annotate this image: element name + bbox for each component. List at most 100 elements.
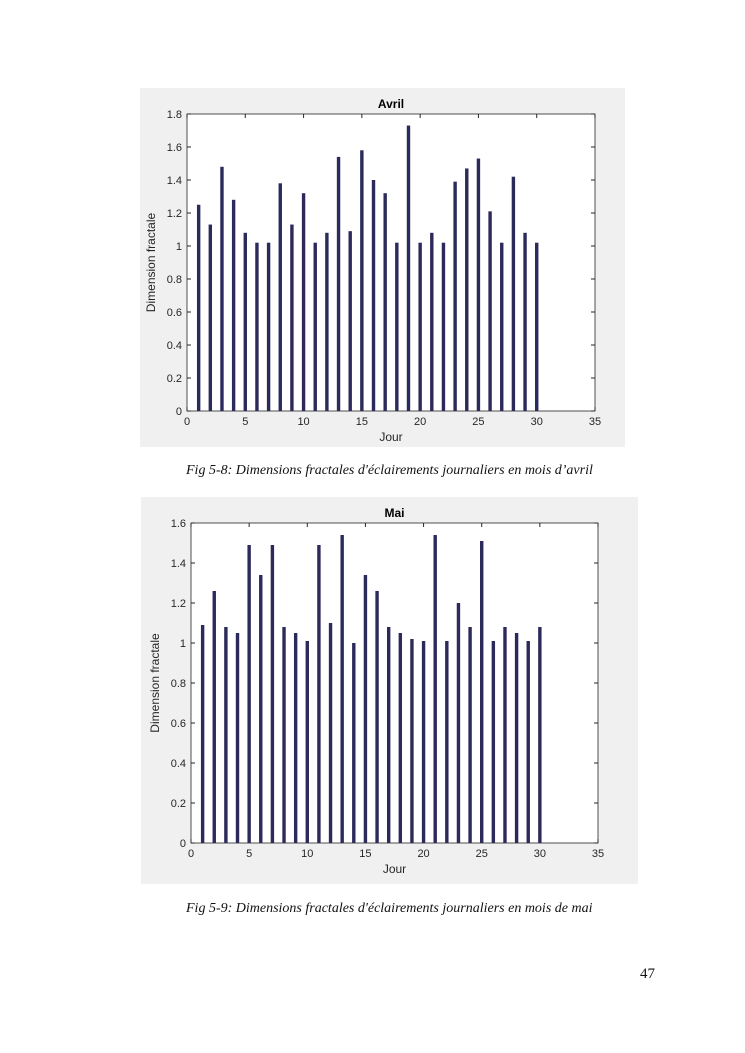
plot-area <box>186 113 596 412</box>
bar-day-4 <box>231 199 236 411</box>
y-tick-label: 1.6 <box>171 518 186 530</box>
bar-day-3 <box>224 627 228 843</box>
bar-day-29 <box>526 641 530 843</box>
bar-day-20 <box>421 641 426 843</box>
x-axis-label: Jour <box>379 430 402 444</box>
bar-day-12 <box>325 232 329 411</box>
bar-day-6 <box>255 242 259 411</box>
bar-day-16 <box>371 180 376 411</box>
bar-day-19 <box>406 125 411 412</box>
bar-day-30 <box>538 627 542 843</box>
chart-title: Mai <box>384 506 404 520</box>
x-tick-label: 35 <box>589 416 601 428</box>
y-tick-label: 0.6 <box>167 307 182 319</box>
x-tick-label: 0 <box>184 416 190 428</box>
y-tick-label: 0 <box>176 406 182 418</box>
bar-day-2 <box>212 591 216 843</box>
bar-day-24 <box>465 168 469 411</box>
y-tick-label: 0 <box>180 838 186 850</box>
y-tick-label: 1 <box>180 638 186 650</box>
bar-day-2 <box>208 224 213 411</box>
y-tick-label: 0.4 <box>171 758 186 770</box>
plot-area <box>190 522 599 844</box>
bar-day-27 <box>503 627 507 843</box>
bar-day-14 <box>352 643 356 843</box>
bar-day-12 <box>328 623 333 843</box>
bar-day-1 <box>196 204 201 411</box>
bar-day-9 <box>290 224 294 411</box>
y-tick-label: 0.8 <box>167 274 182 286</box>
bar-day-28 <box>511 176 516 411</box>
bar-day-13 <box>336 156 341 411</box>
bar-day-15 <box>363 575 368 843</box>
caption-fig-5-8: Fig 5-8: Dimensions fractales d'éclairem… <box>186 463 593 478</box>
caption-fig-5-9: Fig 5-9: Dimensions fractales d'éclairem… <box>186 901 593 916</box>
bar-day-30 <box>535 242 539 411</box>
x-tick-label: 15 <box>356 416 368 428</box>
bar-day-14 <box>348 231 352 411</box>
bar-day-27 <box>500 242 504 411</box>
x-tick-label: 10 <box>297 416 309 428</box>
bar-day-4 <box>235 633 240 843</box>
bar-day-25 <box>480 541 484 843</box>
y-axis-label: Dimension fractale <box>144 212 158 312</box>
bar-day-26 <box>488 211 492 411</box>
x-tick-label: 25 <box>476 848 488 860</box>
bar-day-11 <box>317 545 321 843</box>
bar-day-17 <box>383 193 387 411</box>
bar-day-21 <box>433 535 437 843</box>
bar-day-16 <box>375 591 379 843</box>
x-tick-label: 5 <box>246 848 252 860</box>
figure-mai: 0 5 10 15 20 25 30 35 0 0.2 0.4 0.6 0.8 1 1.2 1.4 1.6 Mai… <box>141 497 638 884</box>
y-tick-label: 1.4 <box>167 175 182 187</box>
bar-day-22 <box>445 641 449 843</box>
chart-avril: 0 5 10 15 20 25 30 35 0 0.2 0.4 0.6 0.8 1 1.2 1.4 1.6 1.8… <box>144 97 601 444</box>
bar-day-1 <box>200 625 205 843</box>
bar-day-26 <box>491 641 496 843</box>
bar-day-15 <box>360 150 364 412</box>
bar-day-23 <box>456 603 461 843</box>
bar-day-20 <box>418 242 422 411</box>
y-axis-label: Dimension fractale <box>148 633 162 733</box>
bar-day-18 <box>398 633 403 843</box>
bar-day-10 <box>301 193 306 411</box>
bar-day-11 <box>313 242 317 411</box>
bar-day-3 <box>220 166 224 411</box>
x-axis-label: Jour <box>383 862 406 876</box>
bar-day-29 <box>523 232 527 411</box>
bar-day-23 <box>453 181 457 411</box>
y-tick-label: 1.4 <box>171 558 186 570</box>
x-tick-label: 15 <box>359 848 371 860</box>
page-number: 47 <box>640 966 655 982</box>
y-tick-label: 0.2 <box>167 373 182 385</box>
bar-day-25 <box>476 158 481 411</box>
y-tick-label: 1.6 <box>167 142 182 154</box>
bar-day-10 <box>305 641 309 843</box>
y-tick-label: 1 <box>176 241 182 253</box>
y-tick-label: 1.8 <box>167 109 182 121</box>
bar-day-19 <box>410 639 414 843</box>
chart-title: Avril <box>378 97 404 111</box>
bar-day-24 <box>468 627 472 843</box>
bar-day-7 <box>270 545 275 843</box>
x-tick-label: 20 <box>414 416 426 428</box>
figure-avril: 0 5 10 15 20 25 30 35 0 0.2 0.4 0.6 0.8 1 1.2 1.4 1.6 1.8… <box>140 88 625 447</box>
chart-mai: 0 5 10 15 20 25 30 35 0 0.2 0.4 0.6 0.8 1 1.2 1.4 1.6 Mai… <box>148 506 604 876</box>
y-tick-label: 0.4 <box>167 340 182 352</box>
x-tick-label: 0 <box>188 848 194 860</box>
x-tick-label: 10 <box>301 848 313 860</box>
bar-day-5 <box>243 232 247 411</box>
bar-day-21 <box>430 232 434 411</box>
x-tick-label: 30 <box>534 848 546 860</box>
y-tick-label: 0.8 <box>171 678 186 690</box>
bar-day-8 <box>282 627 286 843</box>
bar-day-5 <box>247 545 251 843</box>
x-tick-label: 20 <box>417 848 429 860</box>
bar-day-17 <box>386 627 391 843</box>
x-tick-label: 5 <box>242 416 248 428</box>
x-tick-label: 25 <box>472 416 484 428</box>
bar-day-6 <box>259 575 263 843</box>
bar-day-22 <box>441 242 446 411</box>
y-tick-label: 0.6 <box>171 718 186 730</box>
bar-day-13 <box>340 535 344 843</box>
